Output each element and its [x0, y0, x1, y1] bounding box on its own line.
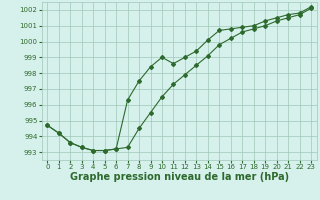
X-axis label: Graphe pression niveau de la mer (hPa): Graphe pression niveau de la mer (hPa)	[70, 172, 289, 182]
